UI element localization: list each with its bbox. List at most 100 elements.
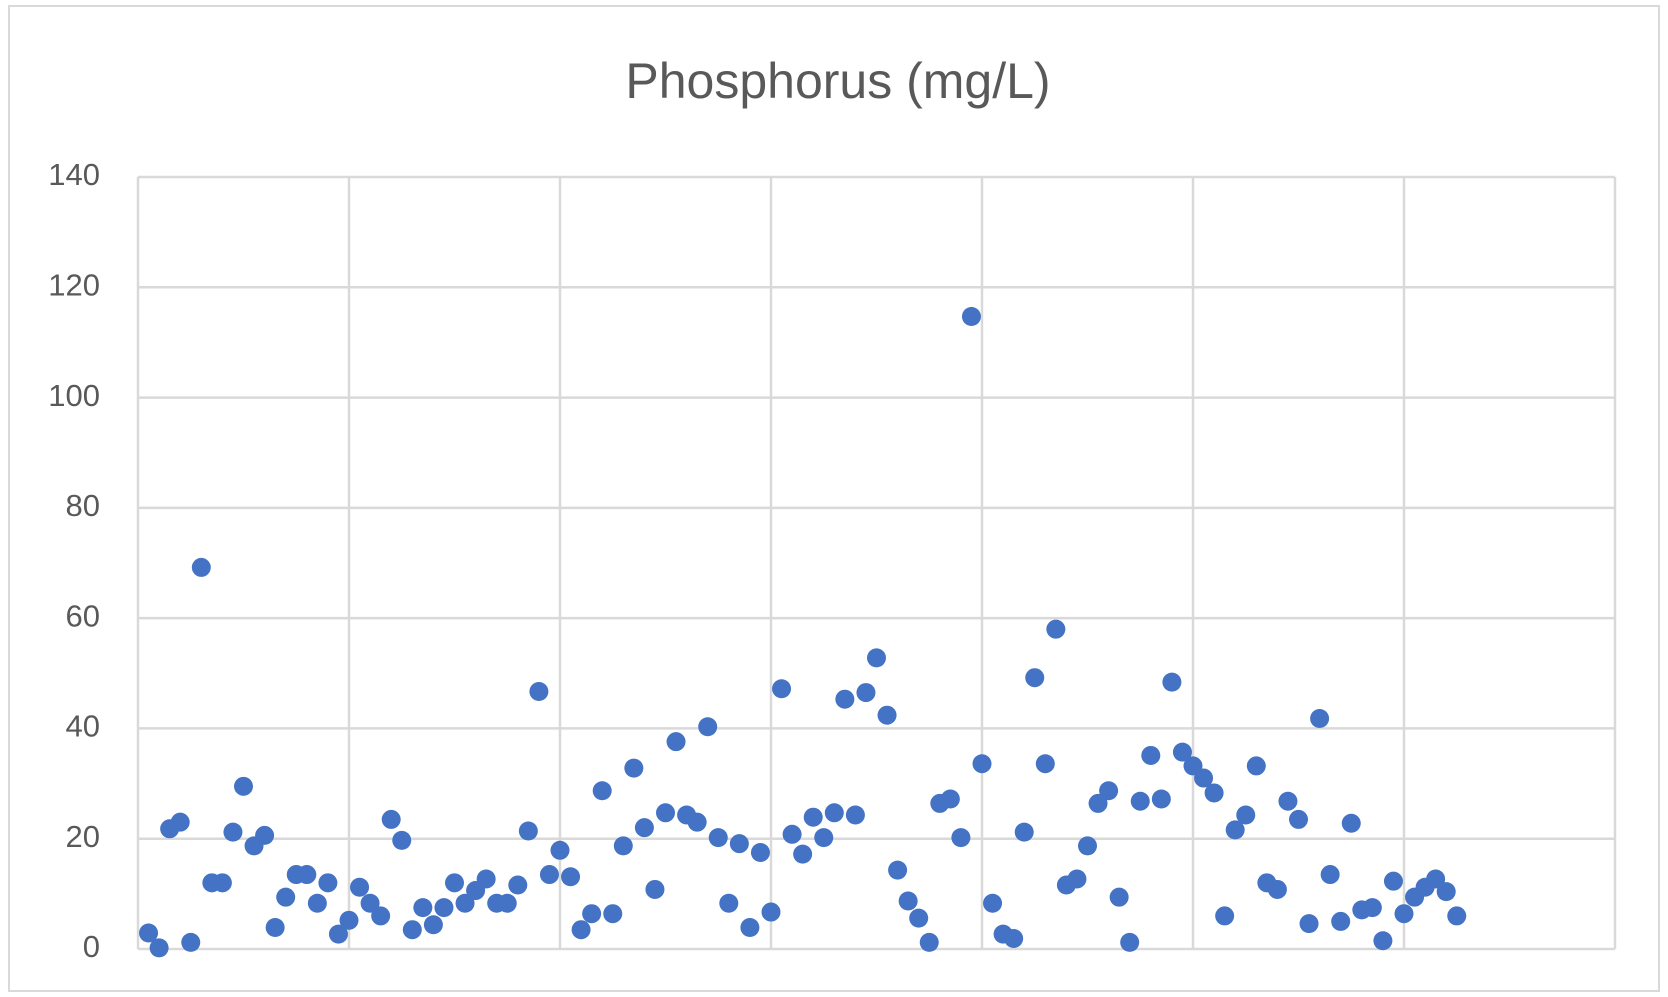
y-tick-label: 40: [66, 709, 100, 744]
data-point: [845, 805, 865, 825]
data-point: [339, 910, 359, 930]
data-point: [402, 920, 422, 940]
data-point: [951, 828, 971, 848]
data-point: [529, 681, 549, 701]
y-tick-label: 60: [66, 598, 100, 633]
data-point: [434, 898, 454, 918]
data-point: [666, 732, 686, 752]
data-point: [909, 908, 929, 928]
data-point: [719, 893, 739, 913]
data-point: [1278, 791, 1298, 811]
data-point: [1289, 809, 1308, 829]
data-point: [392, 830, 412, 850]
data-point: [318, 873, 338, 893]
data-point: [139, 923, 159, 943]
data-point: [772, 679, 792, 699]
data-point: [856, 683, 876, 703]
data-point: [1099, 781, 1119, 801]
data-point: [687, 812, 707, 832]
data-point: [328, 924, 348, 944]
data-point: [234, 776, 253, 796]
data-point: [1194, 768, 1214, 788]
data-point: [919, 932, 939, 952]
data-point: [1436, 882, 1456, 902]
data-point: [1215, 906, 1235, 926]
data-point: [1394, 904, 1414, 924]
y-tick-label: 0: [83, 929, 100, 964]
data-point: [1426, 869, 1446, 889]
y-tick-label: 120: [48, 267, 100, 302]
data-point: [1246, 756, 1266, 776]
data-point: [423, 915, 443, 935]
data-point: [740, 917, 760, 937]
data-point: [1373, 931, 1393, 951]
data-point: [582, 904, 602, 924]
data-point: [181, 932, 201, 952]
data-point: [613, 836, 633, 856]
data-point: [170, 812, 190, 832]
data-point: [1204, 783, 1224, 803]
data-point: [1320, 865, 1340, 885]
data-point: [518, 821, 538, 841]
data-point: [1341, 813, 1361, 833]
data-point: [1004, 929, 1024, 949]
data-point: [539, 865, 559, 885]
data-point: [1267, 879, 1287, 899]
data-point: [793, 844, 813, 864]
data-point: [603, 904, 623, 924]
data-point: [1172, 742, 1192, 762]
data-point: [476, 869, 496, 889]
data-point: [1447, 906, 1467, 926]
data-point: [1362, 898, 1382, 918]
data-point: [698, 717, 718, 737]
data-point: [265, 917, 285, 937]
data-point: [1067, 869, 1087, 889]
data-point: [371, 906, 391, 926]
data-point: [972, 754, 992, 774]
data-point: [940, 789, 960, 809]
data-point: [1088, 793, 1108, 813]
y-tick-label: 100: [48, 378, 100, 413]
data-point: [1141, 745, 1161, 765]
data-point: [1078, 836, 1097, 856]
data-point: [656, 803, 675, 823]
data-point: [708, 828, 728, 848]
data-point: [255, 825, 275, 845]
data-point: [1383, 871, 1403, 891]
data-point: [729, 834, 749, 854]
chart-title: Phosphorus (mg/L): [625, 53, 1050, 109]
data-point: [191, 557, 211, 577]
chart-border: [8, 5, 1660, 992]
data-point: [1035, 754, 1055, 774]
data-point: [1236, 805, 1256, 825]
data-point: [149, 938, 169, 958]
data-point: [508, 875, 528, 895]
data-point: [297, 865, 317, 885]
data-point: [898, 891, 918, 911]
data-point: [1331, 911, 1351, 931]
y-tick-label: 20: [66, 819, 100, 854]
data-point: [571, 920, 591, 940]
data-point: [1225, 820, 1245, 840]
data-point: [1162, 672, 1182, 692]
data-point: [497, 893, 517, 913]
data-point: [888, 860, 908, 880]
data-point: [961, 307, 981, 327]
data-point: [761, 902, 781, 922]
data-point: [983, 893, 1003, 913]
data-point: [645, 879, 665, 899]
data-point: [782, 824, 802, 844]
data-point: [1025, 668, 1045, 688]
data-point: [867, 648, 886, 668]
data-point: [223, 822, 243, 842]
data-point: [835, 689, 855, 709]
data-point: [592, 781, 612, 801]
data-point: [561, 867, 581, 887]
data-point: [350, 877, 370, 897]
data-point: [877, 705, 897, 725]
data-point: [360, 893, 380, 913]
data-point: [1299, 914, 1319, 934]
data-point: [1109, 887, 1129, 907]
data-point: [445, 873, 464, 893]
